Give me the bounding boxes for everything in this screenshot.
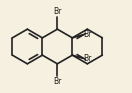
Text: Br: Br: [53, 7, 62, 16]
Text: Br: Br: [83, 30, 92, 39]
Text: Br: Br: [83, 54, 92, 63]
Text: Br: Br: [53, 77, 62, 86]
